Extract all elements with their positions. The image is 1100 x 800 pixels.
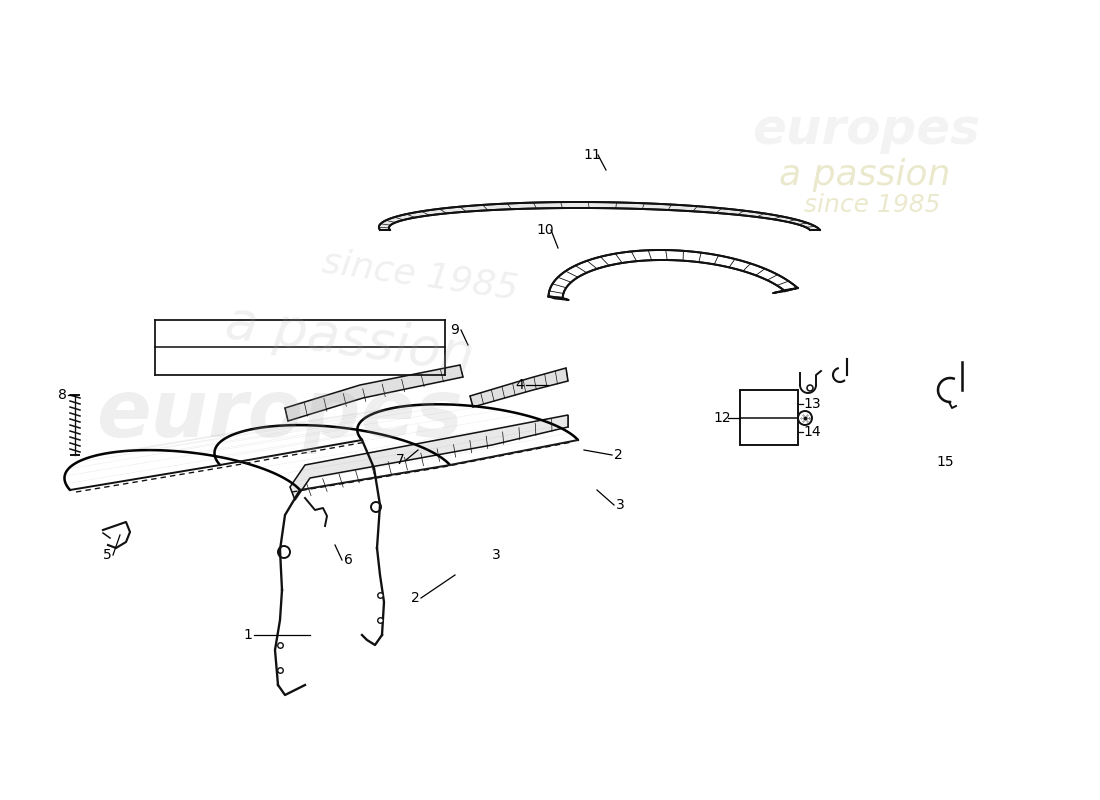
Text: europes: europes	[752, 106, 980, 154]
Text: 14: 14	[803, 425, 821, 439]
Text: europes: europes	[97, 376, 463, 454]
Polygon shape	[549, 296, 569, 300]
Bar	[740, 390, 798, 445]
Text: 15: 15	[936, 455, 954, 469]
Text: a passion: a passion	[779, 158, 950, 192]
Text: 4: 4	[516, 378, 525, 392]
Text: 8: 8	[57, 388, 66, 402]
Text: 2: 2	[614, 448, 623, 462]
Polygon shape	[773, 288, 798, 293]
Text: 1: 1	[243, 628, 252, 642]
Text: a passion: a passion	[222, 297, 477, 383]
Text: since 1985: since 1985	[320, 245, 520, 306]
Text: 5: 5	[102, 548, 111, 562]
Text: 12: 12	[713, 411, 730, 425]
Polygon shape	[378, 202, 820, 230]
Polygon shape	[470, 368, 568, 407]
Text: 2: 2	[410, 591, 419, 605]
Text: 3: 3	[492, 548, 500, 562]
Text: 10: 10	[536, 223, 553, 237]
Polygon shape	[290, 415, 568, 500]
Text: 6: 6	[343, 553, 352, 567]
Polygon shape	[549, 250, 798, 298]
Circle shape	[371, 502, 381, 512]
Text: since 1985: since 1985	[803, 193, 940, 217]
Text: 11: 11	[583, 148, 601, 162]
Text: 9: 9	[451, 323, 460, 337]
Circle shape	[278, 546, 290, 558]
Text: 13: 13	[803, 397, 821, 411]
Text: 3: 3	[616, 498, 625, 512]
Text: 7: 7	[396, 453, 405, 467]
Polygon shape	[285, 365, 463, 421]
Circle shape	[798, 411, 812, 425]
Circle shape	[807, 385, 813, 391]
